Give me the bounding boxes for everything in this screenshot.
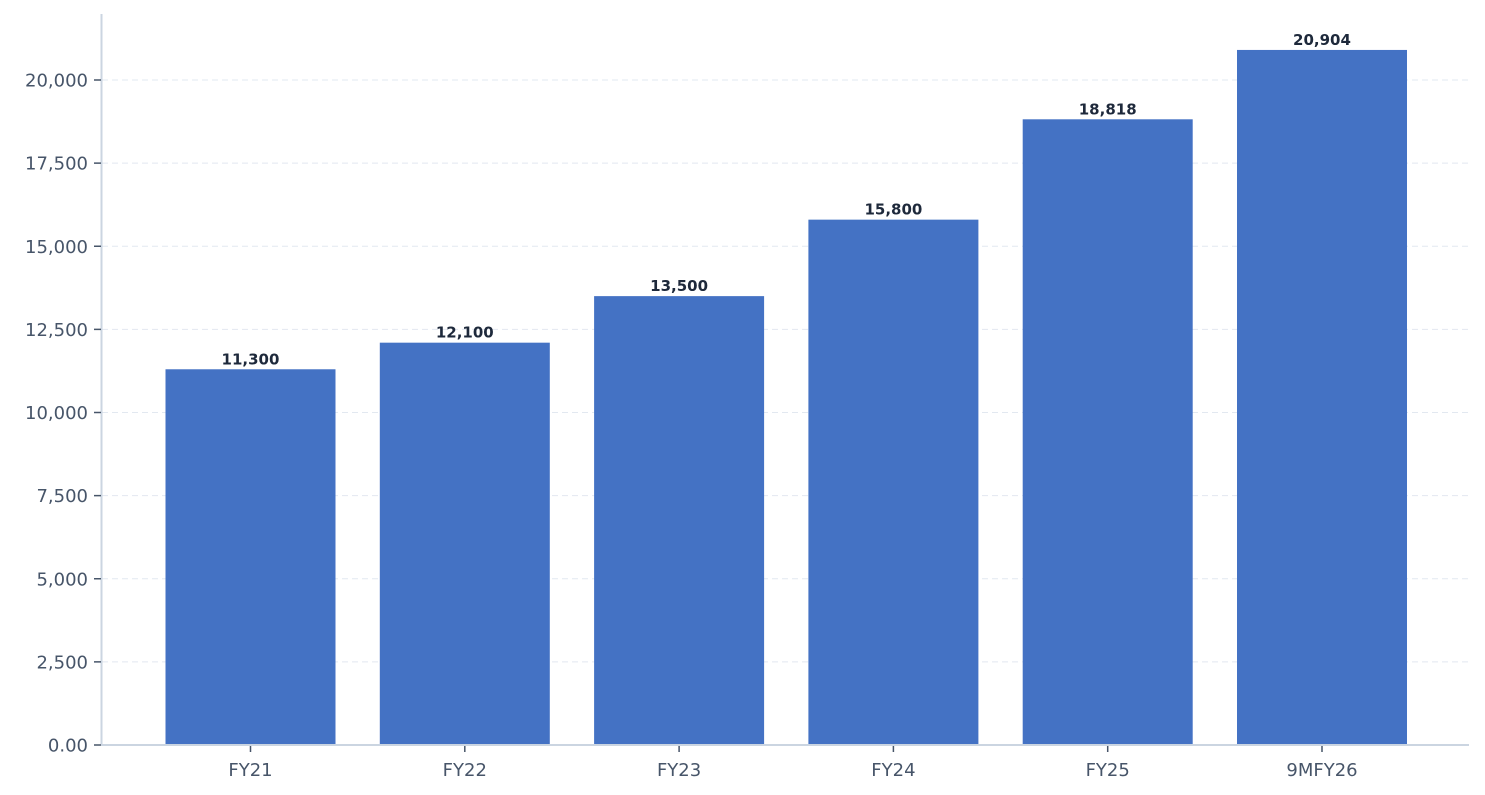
bar-9mfy26 [1237, 49, 1407, 745]
bar-value-label: 11,300 [222, 350, 280, 368]
y-tick-label: 7,500 [36, 486, 88, 507]
bar-value-label: 12,100 [436, 324, 494, 342]
x-tick-label: FY21 [228, 760, 272, 781]
x-tick-label: FY23 [657, 760, 701, 781]
x-tick-label: FY24 [871, 760, 915, 781]
axes [100, 14, 1469, 746]
x-tick-label: 9MFY26 [1286, 760, 1357, 781]
y-tick-label: 15,000 [25, 237, 88, 258]
bar-fy24 [808, 219, 979, 745]
x-tick-label: FY25 [1086, 760, 1130, 781]
bar-fy23 [594, 296, 765, 745]
bar-value-label: 15,800 [864, 201, 922, 219]
bar-fy25 [1022, 119, 1193, 745]
x-tick-label: FY22 [443, 760, 487, 781]
bar-fy22 [379, 342, 550, 745]
bar-fy21 [165, 369, 336, 745]
x-axis-ticks: FY21 FY22 FY23 FY24 FY25 9MFY26 [228, 746, 1358, 781]
y-tick-label: 12,500 [25, 320, 88, 341]
y-tick-label: 10,000 [25, 403, 88, 424]
bar-value-label: 20,904 [1293, 31, 1351, 49]
bar-value-label: 13,500 [650, 277, 708, 295]
y-tick-label: 17,500 [25, 154, 88, 175]
y-tick-label: 2,500 [36, 652, 88, 673]
bar-value-labels: 11,300 12,100 13,500 15,800 18,818 20,904 [222, 31, 1351, 368]
y-axis-ticks: 0.00 2,500 5,000 7,500 10,000 12,500 15,000 17,… [25, 71, 101, 757]
gridlines [102, 79, 1469, 663]
bars [165, 49, 1407, 745]
y-tick-label: 5,000 [36, 569, 88, 590]
bar-value-label: 18,818 [1079, 100, 1137, 118]
y-tick-label: 0.00 [48, 736, 88, 757]
y-tick-label: 20,000 [25, 71, 88, 92]
